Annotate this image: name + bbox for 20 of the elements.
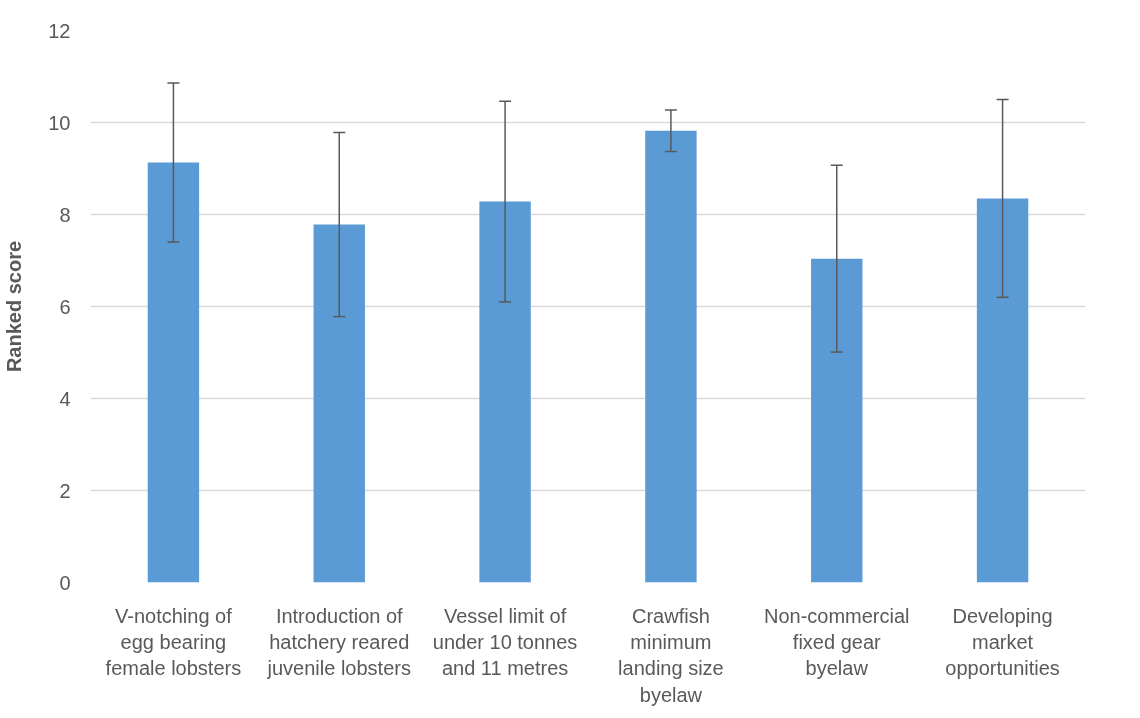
bar (811, 258, 863, 583)
x-tick-label: Non-commercial fixed gear byelaw (763, 604, 910, 680)
y-axis-title: Ranked score (3, 240, 26, 373)
bar (976, 198, 1029, 583)
y-tick-label: 12 (48, 19, 71, 42)
y-tick-label: 4 (59, 387, 71, 410)
x-tick-label: Vessel limit of under 10 tonnes and 11 metres (432, 604, 578, 680)
x-tick-label: Developing market opportunities (945, 604, 1060, 680)
y-tick-label: 10 (48, 111, 71, 134)
y-tick-label: 6 (59, 295, 71, 318)
y-tick-label: 8 (59, 203, 71, 226)
y-tick-label: 2 (59, 479, 71, 502)
y-tick-label: 0 (59, 571, 71, 594)
bar (147, 162, 200, 583)
x-tick-label: V-notching of egg bearing female lobsters (105, 604, 242, 680)
bar (313, 224, 365, 583)
x-tick-label: Introduction of hatchery reared juvenile lobsters (266, 604, 411, 680)
bar (645, 130, 697, 583)
bar (479, 201, 531, 583)
x-tick-label: Crawfish minimum landing size byelaw (618, 604, 724, 706)
